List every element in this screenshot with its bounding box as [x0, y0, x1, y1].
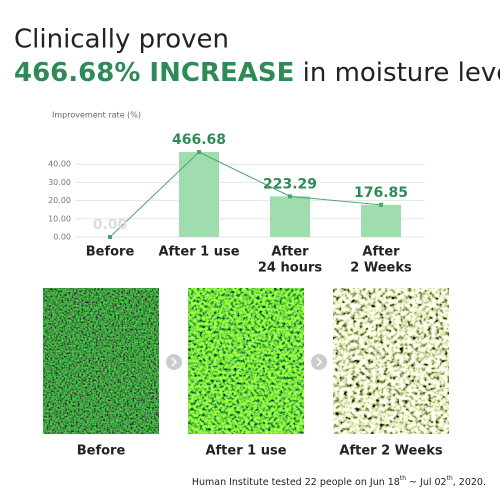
point [197, 150, 201, 155]
footnote-text: ~ Jul 02 [406, 477, 447, 488]
image-row: Before After 1 use After 2 Weeks [43, 288, 449, 459]
arrow-icon [171, 357, 178, 367]
footnote-sup: th [447, 475, 453, 482]
value-label: 466.68 [172, 132, 226, 148]
footnote: Human Institute tested 22 people on Jun … [192, 475, 486, 488]
y-tick-label: 40.00 [48, 160, 71, 169]
footnote-sup: th [400, 475, 406, 482]
bar [270, 196, 310, 237]
y-tick-label: 0.00 [53, 233, 71, 242]
x-tick-label: Before [86, 245, 135, 260]
title-highlight: 466.68% INCREASE [14, 58, 294, 88]
image-after-1-use [188, 288, 304, 434]
bar [361, 204, 401, 237]
title-rest: in moisture level [294, 58, 500, 88]
x-tick-label: After [271, 245, 309, 260]
bar [179, 152, 219, 237]
y-tick-label: 30.00 [48, 178, 71, 187]
image-caption: After 1 use [205, 444, 286, 459]
point [108, 235, 112, 239]
trend-line [109, 151, 382, 238]
image-before [43, 288, 159, 434]
arrow-icon [166, 354, 182, 370]
x-tick-label: 2 Weeks [350, 261, 412, 276]
x-tick-label: After 1 use [158, 245, 239, 260]
point [379, 202, 383, 207]
image-caption: After 2 Weeks [339, 444, 442, 459]
title-line1: Clinically proven [14, 25, 229, 55]
y-tick-label: 20.00 [48, 196, 71, 205]
value-label: 176.85 [354, 185, 408, 201]
arrow-icon [316, 357, 323, 367]
image-caption: Before [77, 444, 126, 459]
point [288, 194, 292, 199]
value-label: 0.00 [93, 217, 128, 233]
y-tick-label: 10.00 [48, 214, 71, 223]
footnote-text: , 2020. [453, 477, 486, 488]
value-label: 223.29 [263, 176, 317, 192]
y-axis-label: Improvement rate (%) [52, 111, 141, 120]
image-after-2-weeks [333, 288, 449, 434]
x-tick-label: 24 hours [258, 261, 322, 276]
chart: Improvement rate (%) 0.00 10.00 20.00 30.00… [48, 111, 425, 276]
x-tick-label: After [362, 245, 400, 260]
title-line2: 466.68% INCREASE in moisture level [14, 58, 500, 88]
arrow-icon [311, 354, 327, 370]
footnote-text: Human Institute tested 22 people on Jun … [192, 477, 400, 488]
